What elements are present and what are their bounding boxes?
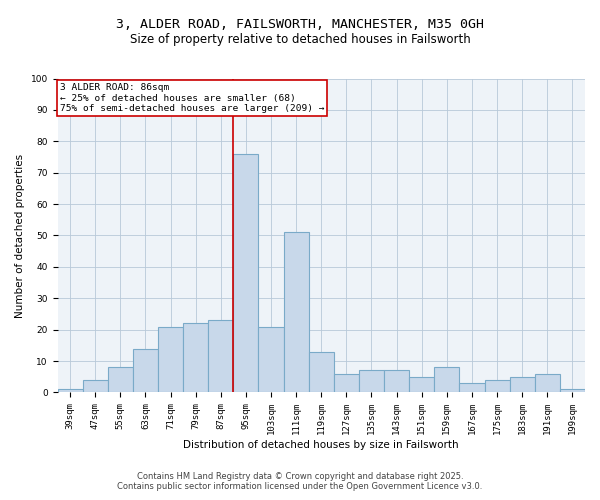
- Text: Size of property relative to detached houses in Failsworth: Size of property relative to detached ho…: [130, 32, 470, 46]
- Bar: [133, 348, 158, 393]
- Bar: [58, 390, 83, 392]
- Y-axis label: Number of detached properties: Number of detached properties: [15, 154, 25, 318]
- Text: 3 ALDER ROAD: 86sqm
← 25% of detached houses are smaller (68)
75% of semi-detach: 3 ALDER ROAD: 86sqm ← 25% of detached ho…: [60, 83, 325, 113]
- Text: Contains HM Land Registry data © Crown copyright and database right 2025.: Contains HM Land Registry data © Crown c…: [137, 472, 463, 481]
- Bar: [509, 377, 535, 392]
- Bar: [359, 370, 384, 392]
- Bar: [233, 154, 259, 392]
- Bar: [158, 326, 183, 392]
- Text: Contains public sector information licensed under the Open Government Licence v3: Contains public sector information licen…: [118, 482, 482, 491]
- Bar: [434, 368, 460, 392]
- Bar: [309, 352, 334, 393]
- Bar: [409, 377, 434, 392]
- Bar: [334, 374, 359, 392]
- Bar: [460, 383, 485, 392]
- Bar: [560, 390, 585, 392]
- Bar: [384, 370, 409, 392]
- Bar: [485, 380, 509, 392]
- X-axis label: Distribution of detached houses by size in Failsworth: Distribution of detached houses by size …: [184, 440, 459, 450]
- Bar: [259, 326, 284, 392]
- Bar: [535, 374, 560, 392]
- Bar: [83, 380, 108, 392]
- Bar: [108, 368, 133, 392]
- Text: 3, ALDER ROAD, FAILSWORTH, MANCHESTER, M35 0GH: 3, ALDER ROAD, FAILSWORTH, MANCHESTER, M…: [116, 18, 484, 30]
- Bar: [183, 324, 208, 392]
- Bar: [208, 320, 233, 392]
- Bar: [284, 232, 309, 392]
